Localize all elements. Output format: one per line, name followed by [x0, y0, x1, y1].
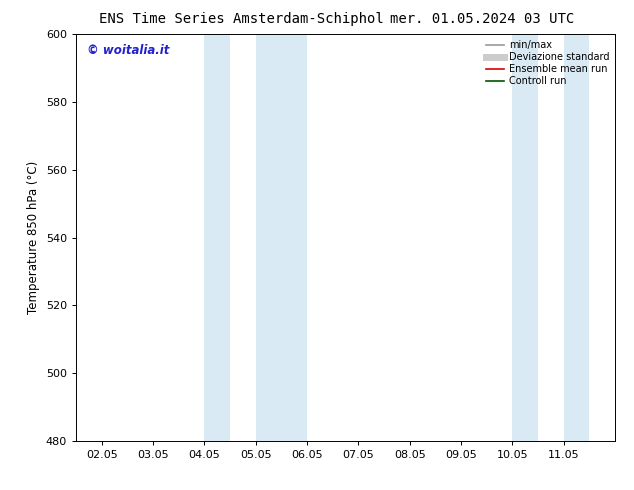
- Bar: [512, 34, 538, 441]
- Bar: [256, 34, 307, 441]
- Bar: [204, 34, 230, 441]
- Legend: min/max, Deviazione standard, Ensemble mean run, Controll run: min/max, Deviazione standard, Ensemble m…: [482, 36, 613, 90]
- Text: mer. 01.05.2024 03 UTC: mer. 01.05.2024 03 UTC: [390, 12, 574, 26]
- Bar: [564, 34, 590, 441]
- Text: © woitalia.it: © woitalia.it: [87, 45, 169, 57]
- Y-axis label: Temperature 850 hPa (°C): Temperature 850 hPa (°C): [27, 161, 40, 314]
- Text: ENS Time Series Amsterdam-Schiphol: ENS Time Series Amsterdam-Schiphol: [98, 12, 384, 26]
